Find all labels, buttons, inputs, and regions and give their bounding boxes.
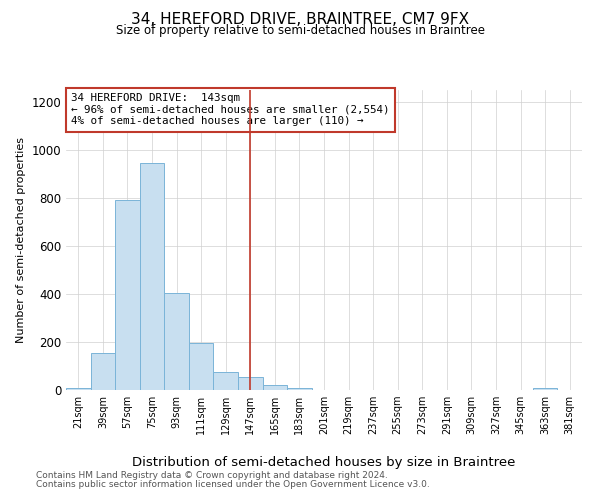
Text: Contains HM Land Registry data © Crown copyright and database right 2024.: Contains HM Land Registry data © Crown c… — [36, 471, 388, 480]
Bar — [287, 388, 312, 390]
Bar — [115, 200, 140, 390]
Text: Size of property relative to semi-detached houses in Braintree: Size of property relative to semi-detach… — [115, 24, 485, 37]
Bar — [164, 293, 189, 390]
Y-axis label: Number of semi-detached properties: Number of semi-detached properties — [16, 137, 26, 343]
Bar — [91, 353, 115, 390]
Bar — [533, 388, 557, 390]
Text: 34, HEREFORD DRIVE, BRAINTREE, CM7 9FX: 34, HEREFORD DRIVE, BRAINTREE, CM7 9FX — [131, 12, 469, 28]
Bar — [238, 377, 263, 390]
Bar — [263, 385, 287, 390]
Bar — [140, 163, 164, 390]
Bar — [189, 343, 214, 390]
Bar — [214, 372, 238, 390]
Text: 34 HEREFORD DRIVE:  143sqm
← 96% of semi-detached houses are smaller (2,554)
4% : 34 HEREFORD DRIVE: 143sqm ← 96% of semi-… — [71, 93, 389, 126]
Text: Distribution of semi-detached houses by size in Braintree: Distribution of semi-detached houses by … — [133, 456, 515, 469]
Text: Contains public sector information licensed under the Open Government Licence v3: Contains public sector information licen… — [36, 480, 430, 489]
Bar — [66, 388, 91, 390]
